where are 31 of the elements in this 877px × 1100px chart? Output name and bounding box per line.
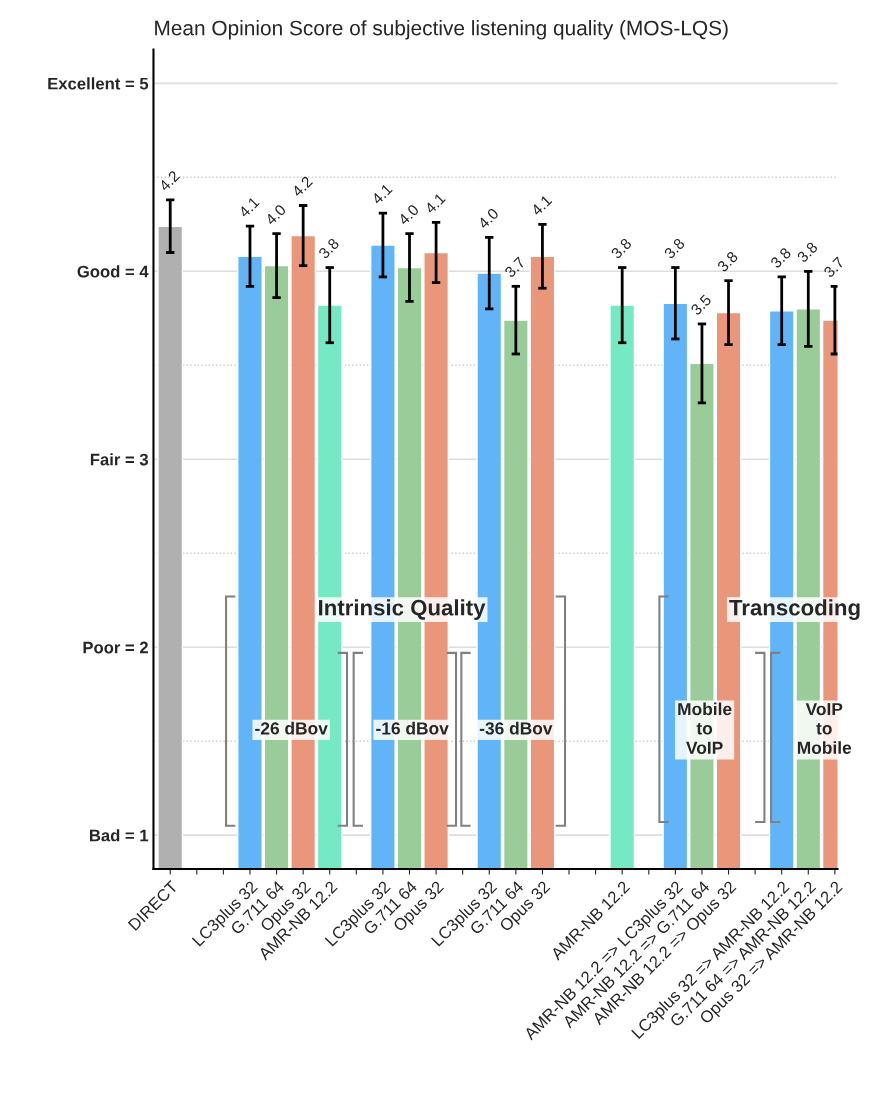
data-label: 4.1 — [424, 192, 446, 215]
annotation: Mobile to VoIP — [678, 702, 732, 754]
data-label: 4.0 — [477, 207, 500, 230]
annotation: -16 dBov — [376, 721, 449, 735]
y-tick-label: Bad = 1 — [89, 829, 149, 842]
data-label: 3.8 — [610, 237, 633, 260]
data-label: 3.7 — [504, 256, 526, 279]
chart-title: Mean Opinion Score of subjective listening quality (MOS-LQS) — [155, 20, 728, 40]
data-label: 4.1 — [371, 183, 393, 205]
data-label: 4.1 — [530, 194, 553, 217]
annotation: VoIP to Mobile — [797, 703, 852, 754]
y-tick-label: Good = 4 — [77, 265, 149, 278]
annotation: Transcoding — [729, 599, 860, 621]
data-label: 3.8 — [796, 241, 819, 264]
y-tick-label: Fair = 3 — [90, 453, 149, 466]
data-label: 4.1 — [238, 196, 260, 219]
annotation: Intrinsic Quality — [319, 599, 486, 620]
data-label: 4.0 — [264, 203, 287, 226]
y-tick-label: Excellent = 5 — [48, 77, 149, 90]
data-label: 4.2 — [158, 169, 180, 192]
data-label: 3.8 — [769, 246, 792, 269]
annotation: -26 dBov — [255, 721, 328, 735]
data-label: 3.8 — [716, 250, 739, 273]
data-label: 3.7 — [823, 256, 845, 279]
data-label: 3.8 — [317, 237, 340, 260]
data-label: 4.0 — [397, 203, 420, 226]
annotation: -36 dBov — [479, 721, 553, 735]
data-label: 3.8 — [663, 237, 686, 260]
data-label: 3.5 — [690, 293, 712, 316]
y-tick-label: Poor = 2 — [83, 641, 148, 654]
data-label: 4.2 — [291, 175, 313, 198]
